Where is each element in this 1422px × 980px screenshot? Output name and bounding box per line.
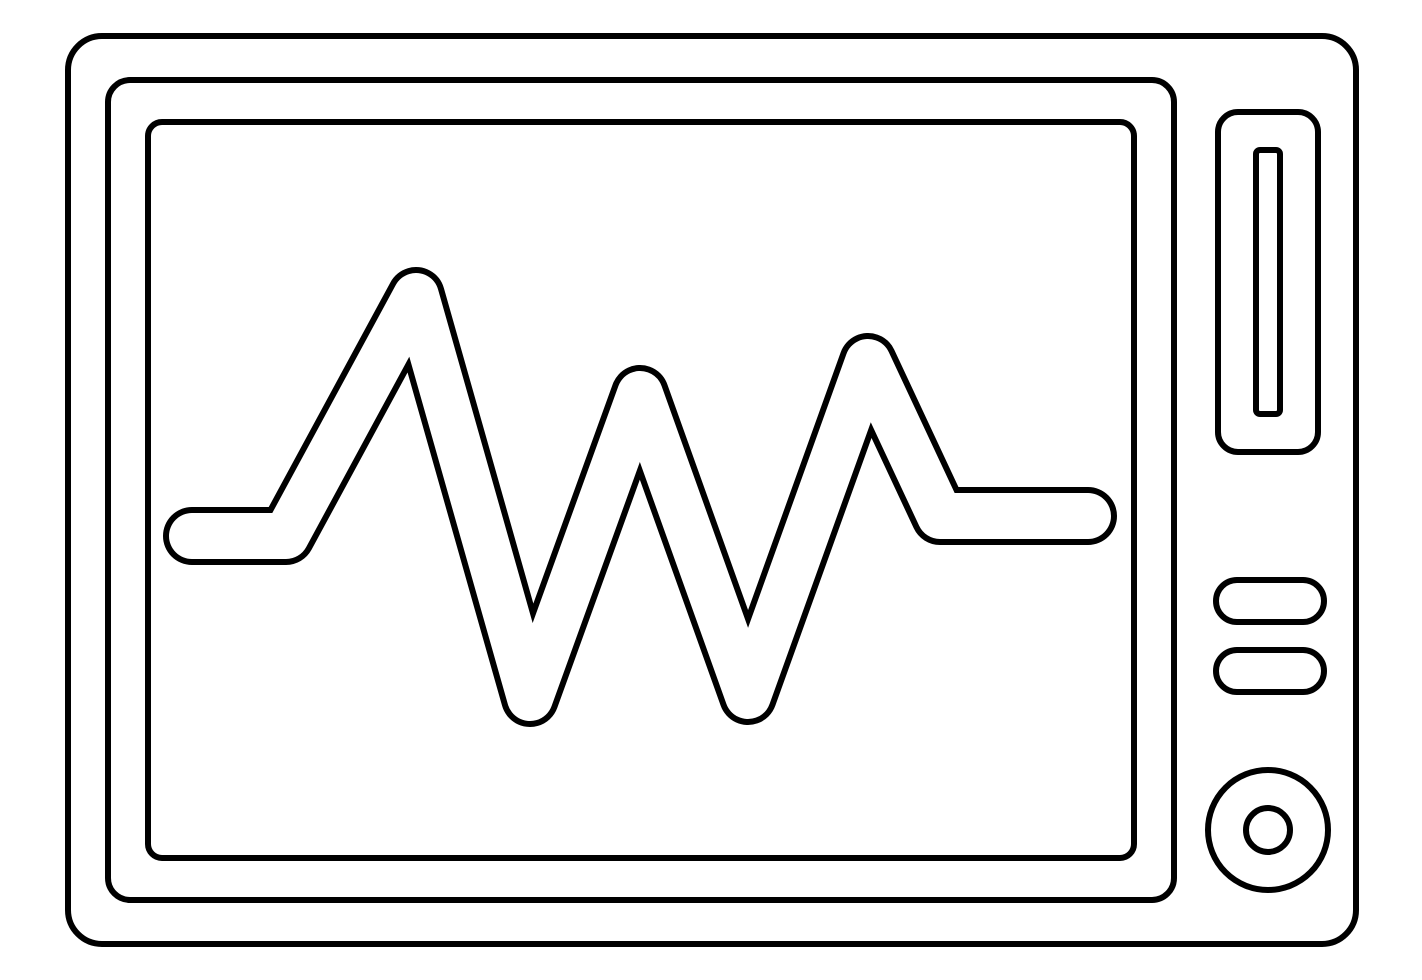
- panel-button-1[interactable]: [1216, 580, 1324, 622]
- panel-button-2[interactable]: [1216, 650, 1324, 692]
- ecg-monitor-icon: [0, 0, 1422, 980]
- panel-slot-indicator: [1256, 150, 1280, 414]
- panel-dial-center: [1246, 808, 1290, 852]
